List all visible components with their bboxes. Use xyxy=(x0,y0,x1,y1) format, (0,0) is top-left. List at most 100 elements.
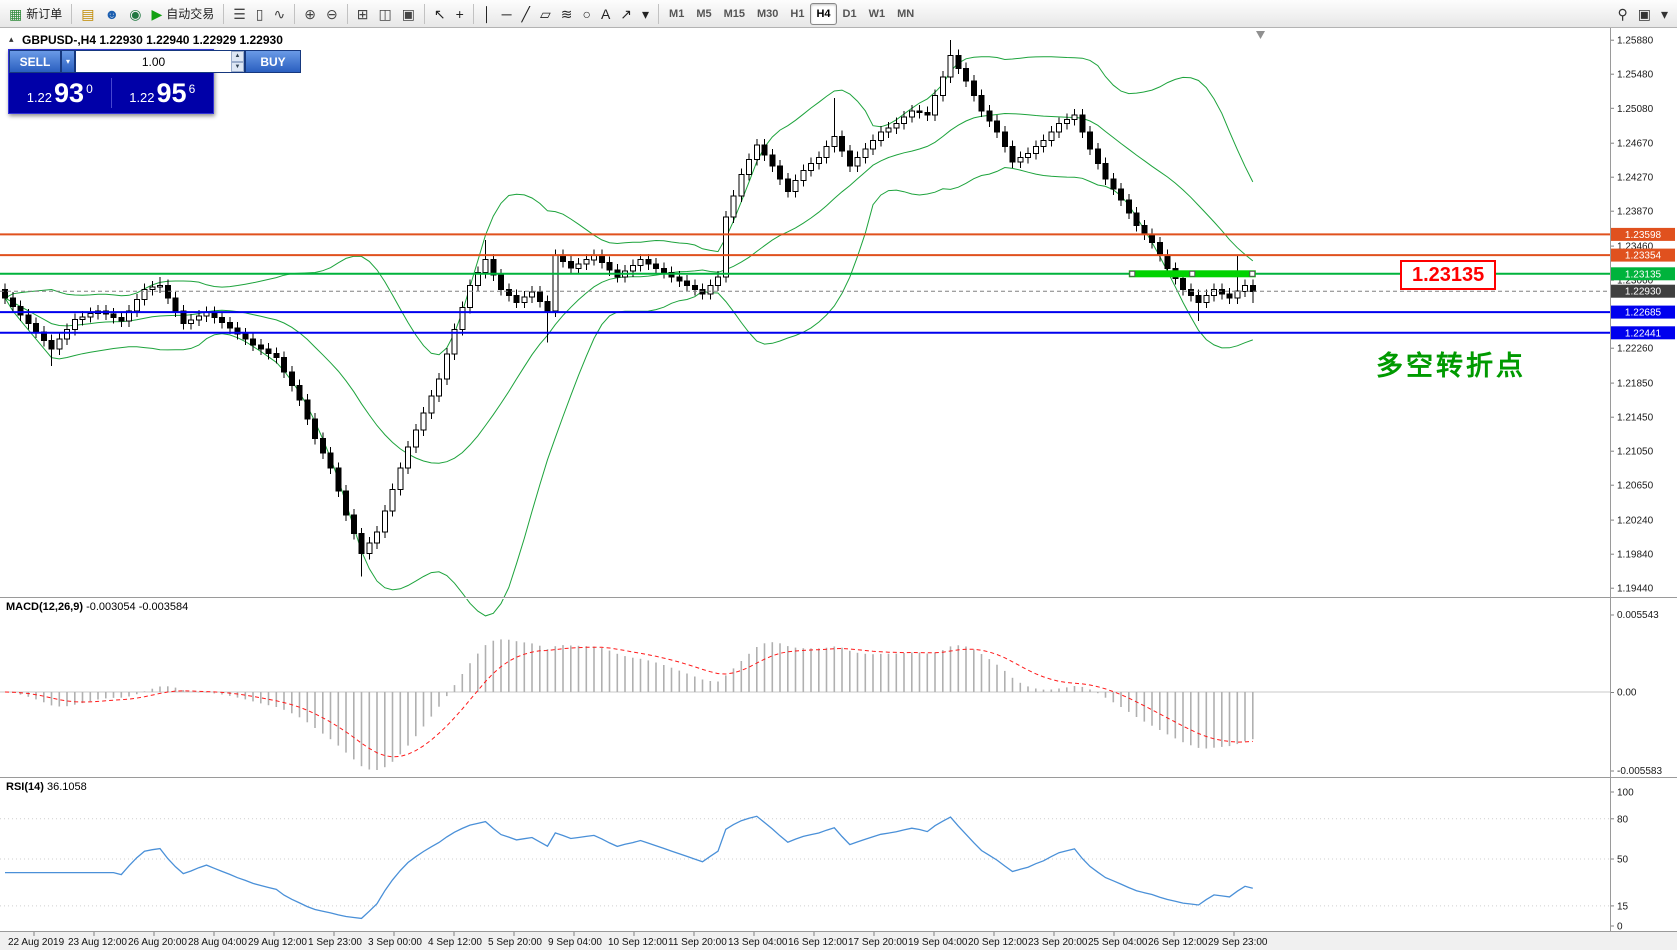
svg-text:11 Sep 20:00: 11 Sep 20:00 xyxy=(668,937,727,948)
timeframe-w1-button[interactable]: W1 xyxy=(868,7,886,20)
timeframe-m5-button[interactable]: M5 xyxy=(696,7,712,20)
trendline-icon: ╱ xyxy=(521,5,530,22)
svg-text:1.24270: 1.24270 xyxy=(1617,173,1654,184)
charts-profile-icon: ▤ xyxy=(81,5,95,22)
macd-panel: 0.005543 0.00 -0.005583 xyxy=(0,610,1662,777)
cascade-windows-icon: ◫ xyxy=(378,5,392,22)
time-axis[interactable]: 22 Aug 2019 23 Aug 12:00 26 Aug 20:00 28 Au… xyxy=(8,932,1268,948)
svg-text:1.23598: 1.23598 xyxy=(1625,230,1662,241)
search-icon: ⚲ xyxy=(1617,5,1628,22)
terminal-button[interactable]: ▣ xyxy=(1633,2,1656,26)
timeframe-m1-button[interactable]: M1 xyxy=(669,7,685,20)
search-button[interactable]: ⚲ xyxy=(1612,2,1632,26)
market-watch-icon: ☻ xyxy=(104,5,120,22)
timeframe-d1-button[interactable]: D1 xyxy=(842,7,857,20)
horizontal-line-button[interactable]: ─ xyxy=(497,2,517,26)
svg-text:100: 100 xyxy=(1617,788,1634,799)
zoom-in-button[interactable]: ⊕ xyxy=(299,2,321,26)
objects-dropdown[interactable]: ▾ xyxy=(637,2,654,26)
arrow-tools-icon: ↗ xyxy=(620,5,633,22)
one-click-panel-toggle-icon[interactable]: ▴ xyxy=(9,34,14,44)
cascade-windows-button[interactable]: ◫ xyxy=(373,2,396,26)
text-button[interactable]: A xyxy=(596,2,615,26)
svg-text:9 Sep 04:00: 9 Sep 04:00 xyxy=(548,937,602,948)
chart-shift-marker[interactable] xyxy=(1256,31,1265,39)
rsi-indicator-label: RSI(14) 36.1058 xyxy=(6,781,87,793)
shapes-icon: ○ xyxy=(582,5,591,22)
timeframe-mn-button[interactable]: MN xyxy=(897,7,915,20)
turning-point-annotation[interactable]: 多空转折点 xyxy=(1376,350,1526,381)
toolbar-separator xyxy=(658,3,660,24)
data-window-button[interactable]: ◉ xyxy=(124,2,146,26)
toolbar-separator xyxy=(472,3,474,24)
timeframe-m30-button[interactable]: M30 xyxy=(757,7,779,20)
svg-text:1.22260: 1.22260 xyxy=(1617,344,1654,355)
svg-text:25 Sep 04:00: 25 Sep 04:00 xyxy=(1088,937,1148,948)
ask-price-big: 95 xyxy=(156,77,187,108)
charts-profile-button[interactable]: ▤ xyxy=(76,2,99,26)
order-options-dropdown[interactable]: ▾ xyxy=(61,50,75,73)
timeframe-m15-button[interactable]: M15 xyxy=(723,7,746,20)
new-order-button[interactable]: ▦ 新订单 xyxy=(4,2,67,26)
svg-text:3 Sep 00:00: 3 Sep 00:00 xyxy=(368,937,422,948)
svg-text:1.22930: 1.22930 xyxy=(1625,287,1662,298)
svg-text:50: 50 xyxy=(1617,855,1629,866)
zoom-out-button[interactable]: ⊖ xyxy=(321,2,343,26)
toolbar-separator xyxy=(223,3,225,24)
channel-button[interactable]: ▱ xyxy=(535,2,556,26)
zoom-out-icon: ⊖ xyxy=(325,5,338,22)
svg-text:0.005543: 0.005543 xyxy=(1617,610,1659,621)
market-watch-button[interactable]: ☻ xyxy=(99,2,124,26)
tile-windows-button[interactable]: ⊞ xyxy=(352,2,374,26)
symbol-name: GBPUSD-,H4 xyxy=(22,33,97,47)
arrange-windows-icon: ▣ xyxy=(401,5,415,22)
line-chart-button[interactable]: ∿ xyxy=(269,2,291,26)
svg-text:1.20240: 1.20240 xyxy=(1617,516,1654,527)
svg-text:1.23060: 1.23060 xyxy=(1617,276,1654,287)
fibonacci-button[interactable]: ≋ xyxy=(556,2,578,26)
crosshair-icon: + xyxy=(455,5,464,22)
cursor-icon: ↖ xyxy=(433,5,446,22)
volume-input[interactable] xyxy=(76,51,231,72)
volume-box: ▲ ▼ xyxy=(75,50,245,73)
toolbar-separator xyxy=(294,3,296,24)
shapes-button[interactable]: ○ xyxy=(577,2,595,26)
toolbar-right-buttons: ⚲ ▣ ▾ xyxy=(1612,2,1673,26)
volume-decrease-button[interactable]: ▼ xyxy=(231,61,244,72)
text-icon: A xyxy=(600,5,611,22)
cursor-button[interactable]: ↖ xyxy=(429,2,451,26)
trendline-button[interactable]: ╱ xyxy=(517,2,535,26)
arrow-tools-button[interactable]: ↗ xyxy=(615,2,637,26)
buy-button[interactable]: BUY xyxy=(245,50,301,73)
volume-increase-button[interactable]: ▲ xyxy=(231,51,244,62)
svg-text:1.19840: 1.19840 xyxy=(1617,550,1654,561)
sell-button[interactable]: SELL xyxy=(9,50,61,73)
candlestick-chart-button[interactable]: ▯ xyxy=(251,2,269,26)
channel-icon: ▱ xyxy=(539,5,551,22)
level-lines[interactable] xyxy=(0,233,1610,334)
price-annotation-label[interactable]: 1.23135 xyxy=(1400,259,1497,290)
more-dropdown[interactable]: ▾ xyxy=(1656,2,1673,26)
panel-dividers xyxy=(0,28,1677,932)
svg-text:1.21050: 1.21050 xyxy=(1617,447,1654,458)
timeframe-h4-button[interactable]: H4 xyxy=(810,2,837,25)
bar-chart-button[interactable]: ☰ xyxy=(228,2,251,26)
toolbar-separator xyxy=(71,3,73,24)
chart-symbol-title: GBPUSD-,H4 1.22930 1.22940 1.22929 1.229… xyxy=(22,33,283,47)
svg-text:0: 0 xyxy=(1617,922,1623,933)
svg-text:20 Sep 12:00: 20 Sep 12:00 xyxy=(968,937,1028,948)
toolbar-separator xyxy=(423,3,425,24)
svg-text:1.25880: 1.25880 xyxy=(1617,36,1654,47)
timeframe-h1-button[interactable]: H1 xyxy=(790,7,805,20)
line-chart-icon: ∿ xyxy=(273,5,286,22)
bid-price-big: 93 xyxy=(54,77,85,108)
arrange-windows-button[interactable]: ▣ xyxy=(397,2,420,26)
auto-trading-button[interactable]: ▶ 自动交易 xyxy=(146,2,219,26)
candles xyxy=(2,40,1256,577)
auto-trading-button-label: 自动交易 xyxy=(166,7,215,21)
green-highlight-segment[interactable] xyxy=(1128,270,1256,278)
vertical-line-button[interactable]: │ xyxy=(478,2,497,26)
svg-text:26 Aug 20:00: 26 Aug 20:00 xyxy=(128,937,187,948)
crosshair-button[interactable]: + xyxy=(451,2,469,26)
